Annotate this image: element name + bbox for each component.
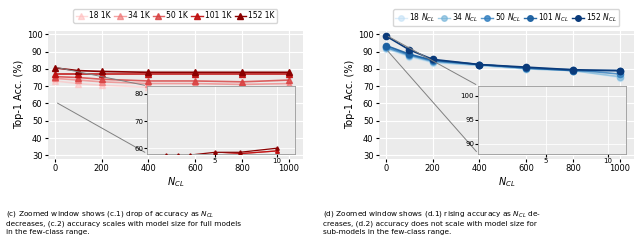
34 $N_{CL}$ (429, 60, 436, 63)
50 $N_{CL}$ (476, 63, 483, 66)
18 $N_{CL}$ (406, 55, 413, 58)
101 $N_{CL}$ (522, 67, 530, 69)
50 1K (51, 75, 59, 78)
152 1K (51, 67, 59, 69)
34 $N_{CL}$ (382, 47, 390, 50)
34 1K (238, 83, 246, 86)
34 $N_{CL}$ (476, 64, 483, 67)
101 1K (285, 73, 292, 75)
50 $N_{CL}$ (406, 54, 413, 56)
Legend: 18 1K, 34 1K, 50 1K, 101 1K, 152 1K: 18 1K, 34 1K, 50 1K, 101 1K, 152 1K (74, 9, 277, 23)
152 $N_{CL}$ (569, 68, 577, 71)
Line: 34 1K: 34 1K (52, 76, 291, 87)
101 $N_{CL}$ (569, 69, 577, 72)
18 1K (98, 84, 106, 87)
34 1K (51, 77, 59, 80)
152 $N_{CL}$ (616, 69, 623, 72)
18 1K (51, 80, 59, 82)
18 $N_{CL}$ (382, 48, 390, 50)
50 $N_{CL}$ (616, 73, 623, 75)
18 1K (74, 82, 82, 85)
34 $N_{CL}$ (406, 55, 413, 57)
101 1K (74, 73, 82, 75)
Line: 50 $N_{CL}$: 50 $N_{CL}$ (383, 44, 623, 77)
Line: 34 $N_{CL}$: 34 $N_{CL}$ (383, 45, 623, 80)
152 $N_{CL}$ (382, 35, 390, 37)
18 $N_{CL}$ (569, 69, 577, 72)
Line: 101 1K: 101 1K (52, 71, 291, 77)
50 1K (238, 80, 246, 83)
101 $N_{CL}$ (382, 44, 390, 47)
101 1K (98, 73, 106, 75)
Line: 152 1K: 152 1K (52, 65, 291, 75)
50 $N_{CL}$ (429, 60, 436, 63)
101 1K (238, 73, 246, 75)
152 $N_{CL}$ (429, 58, 436, 61)
Text: (c) Zoomed window shows (c.1) drop of accuracy as $N_{CL}$
decreases, (c.2) accu: (c) Zoomed window shows (c.1) drop of ac… (6, 209, 241, 235)
Line: 18 $N_{CL}$: 18 $N_{CL}$ (383, 46, 623, 81)
152 1K (74, 69, 82, 72)
X-axis label: $N_{CL}$: $N_{CL}$ (497, 175, 515, 189)
18 $N_{CL}$ (429, 61, 436, 64)
18 1K (145, 86, 152, 88)
Line: 152 $N_{CL}$: 152 $N_{CL}$ (383, 33, 623, 74)
X-axis label: $N_{CL}$: $N_{CL}$ (166, 175, 184, 189)
34 $N_{CL}$ (616, 75, 623, 78)
152 $N_{CL}$ (522, 66, 530, 68)
101 1K (51, 73, 59, 75)
152 1K (98, 70, 106, 73)
101 $N_{CL}$ (406, 53, 413, 56)
18 $N_{CL}$ (616, 76, 623, 79)
34 1K (191, 82, 199, 85)
34 $N_{CL}$ (522, 68, 530, 70)
Line: 18 1K: 18 1K (52, 78, 291, 91)
152 $N_{CL}$ (406, 48, 413, 51)
Line: 50 1K: 50 1K (52, 74, 291, 85)
101 1K (145, 73, 152, 75)
50 1K (191, 80, 199, 82)
101 1K (191, 73, 199, 75)
34 $N_{CL}$ (569, 69, 577, 72)
50 $N_{CL}$ (522, 67, 530, 69)
152 1K (285, 71, 292, 74)
50 1K (98, 78, 106, 81)
34 1K (145, 82, 152, 85)
50 1K (74, 76, 82, 79)
18 1K (238, 87, 246, 89)
Y-axis label: Top-1 Acc. (%): Top-1 Acc. (%) (345, 60, 355, 129)
Y-axis label: Top-1 Acc. (%): Top-1 Acc. (%) (14, 60, 24, 129)
34 1K (98, 80, 106, 83)
Legend: 18 $N_{CL}$, 34 $N_{CL}$, 50 $N_{CL}$, 101 $N_{CL}$, 152 $N_{CL}$: 18 $N_{CL}$, 34 $N_{CL}$, 50 $N_{CL}$, 1… (393, 9, 620, 26)
Text: (d) Zoomed window shows (d.1) rising accuracy as $N_{CL}$ de-
creases, (d.2) acc: (d) Zoomed window shows (d.1) rising acc… (323, 209, 541, 235)
50 1K (145, 80, 152, 82)
101 $N_{CL}$ (476, 63, 483, 66)
18 $N_{CL}$ (476, 64, 483, 67)
101 $N_{CL}$ (429, 59, 436, 62)
18 1K (285, 85, 292, 88)
152 $N_{CL}$ (476, 63, 483, 66)
50 $N_{CL}$ (382, 46, 390, 49)
Line: 101 $N_{CL}$: 101 $N_{CL}$ (383, 42, 623, 74)
50 1K (285, 79, 292, 82)
18 $N_{CL}$ (522, 68, 530, 70)
34 1K (74, 79, 82, 82)
152 1K (145, 71, 152, 74)
34 1K (285, 82, 292, 85)
152 1K (191, 71, 199, 74)
152 1K (238, 71, 246, 74)
18 1K (191, 86, 199, 88)
101 $N_{CL}$ (616, 69, 623, 72)
50 $N_{CL}$ (569, 68, 577, 71)
